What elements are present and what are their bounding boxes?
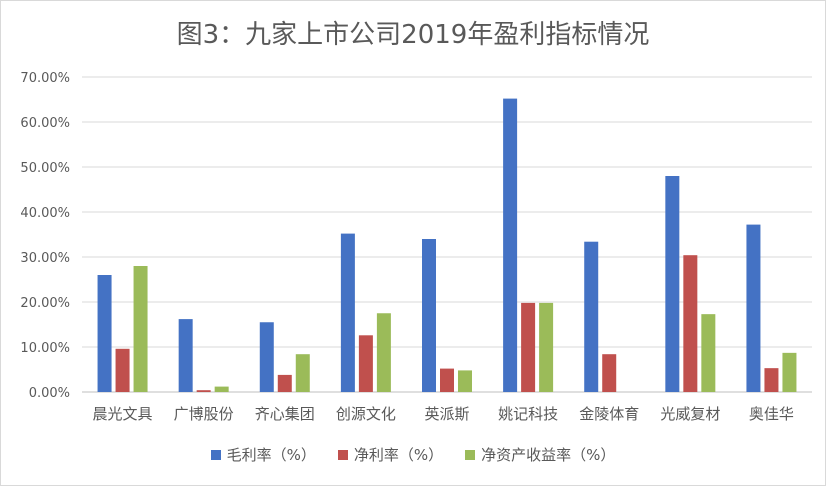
x-category-label: 姚记科技 xyxy=(498,405,558,423)
x-category-label: 齐心集团 xyxy=(255,405,315,423)
bar xyxy=(764,368,779,392)
bar xyxy=(665,176,680,392)
bar xyxy=(295,354,310,392)
bar xyxy=(277,374,292,392)
bar xyxy=(133,266,148,392)
x-category-label: 晨光文具 xyxy=(93,405,153,423)
legend-label: 净资产收益率（%） xyxy=(481,446,616,464)
bar xyxy=(584,241,599,392)
y-tick-label: 50.00% xyxy=(20,161,70,176)
y-tick-label: 10.00% xyxy=(20,341,70,356)
bar xyxy=(97,275,112,392)
legend-item: 净资产收益率（%） xyxy=(465,444,615,465)
legend-swatch xyxy=(465,449,476,460)
bar xyxy=(602,354,617,392)
y-tick-label: 40.00% xyxy=(20,206,70,221)
x-category-label: 奥佳华 xyxy=(749,405,794,423)
legend-item: 毛利率（%） xyxy=(210,444,316,465)
bar xyxy=(782,352,797,392)
bar xyxy=(701,314,716,392)
legend-swatch xyxy=(210,449,221,460)
chart-title: 图3：九家上市公司2019年盈利指标情况 xyxy=(176,20,650,50)
chart-legend: 毛利率（%） 净利率（%） 净资产收益率（%） xyxy=(0,444,826,465)
legend-item: 净利率（%） xyxy=(337,444,444,465)
bar xyxy=(440,368,454,392)
legend-label: 净利率（%） xyxy=(353,446,444,464)
bar xyxy=(214,386,229,392)
x-category-label: 英派斯 xyxy=(424,405,469,423)
bar xyxy=(503,98,518,392)
bar xyxy=(196,390,211,392)
legend-swatch xyxy=(337,449,348,460)
bar xyxy=(683,255,698,392)
x-category-label: 广博股份 xyxy=(174,405,234,423)
bar xyxy=(422,239,436,392)
bar xyxy=(178,319,193,392)
bar xyxy=(746,224,761,392)
bar xyxy=(376,313,391,392)
bar xyxy=(358,335,373,392)
x-category-label: 创源文化 xyxy=(336,405,396,423)
y-tick-label: 0.00% xyxy=(29,386,70,401)
y-tick-label: 20.00% xyxy=(20,296,70,311)
bar xyxy=(115,348,130,392)
bar xyxy=(340,233,355,392)
bar xyxy=(259,322,274,392)
y-tick-label: 70.00% xyxy=(20,71,70,86)
bar xyxy=(521,302,536,392)
bar xyxy=(458,370,472,392)
bar xyxy=(539,302,554,392)
x-category-label: 光威复材 xyxy=(660,405,720,423)
x-category-label: 金陵体育 xyxy=(579,405,639,423)
legend-label: 毛利率（%） xyxy=(226,446,316,464)
y-tick-label: 60.00% xyxy=(20,116,70,131)
y-tick-label: 30.00% xyxy=(20,251,70,266)
